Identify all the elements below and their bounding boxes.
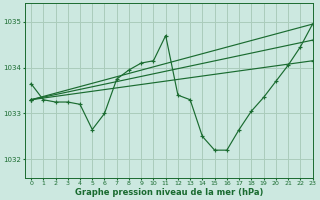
X-axis label: Graphe pression niveau de la mer (hPa): Graphe pression niveau de la mer (hPa) [75, 188, 263, 197]
